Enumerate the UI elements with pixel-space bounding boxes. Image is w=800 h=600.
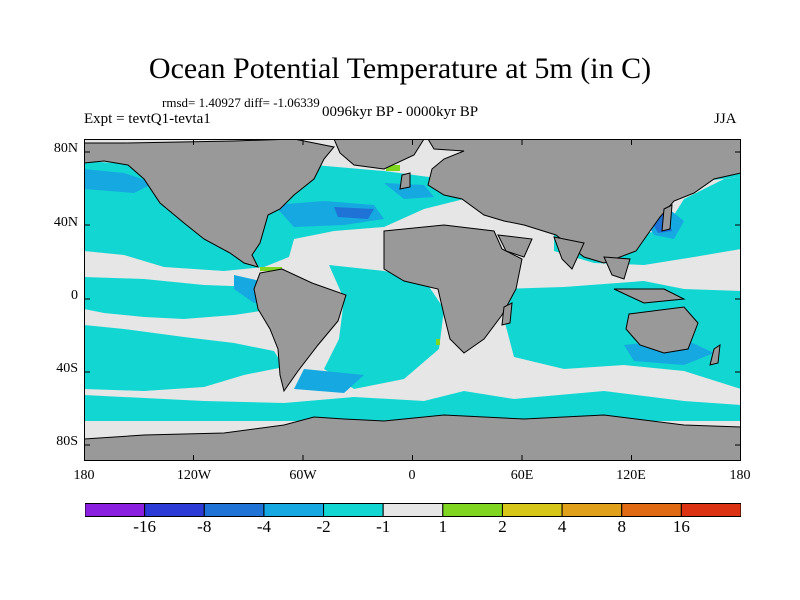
experiment-label: Expt = tevtQ1-tevta1 xyxy=(84,111,211,127)
continents xyxy=(84,139,741,461)
antarctica xyxy=(84,414,741,461)
colorbar-label: 8 xyxy=(617,517,626,536)
season-label: JJA xyxy=(714,111,737,127)
lat-tick-label: 80N xyxy=(53,141,78,156)
africa xyxy=(383,224,523,354)
australia xyxy=(625,306,699,354)
colorbar-swatch xyxy=(203,503,265,517)
lon-tick-label: 0 xyxy=(408,468,416,483)
colorbar-swatch xyxy=(382,503,444,517)
colorbar-label: 1 xyxy=(438,517,448,536)
colorbar-label: -1 xyxy=(376,517,391,536)
lat-tick-label: 80S xyxy=(56,434,78,449)
indonesia xyxy=(613,288,686,304)
lon-tick-label: 180 xyxy=(73,468,95,483)
india xyxy=(553,236,585,270)
colorbar-label: -16 xyxy=(133,517,156,536)
lat-tick-label: 0 xyxy=(71,288,78,303)
colorbar-swatch xyxy=(144,503,205,517)
south-america xyxy=(253,268,347,393)
colorbar-label: 4 xyxy=(557,517,567,536)
madagascar xyxy=(501,302,513,326)
lat-tick-label: 40S xyxy=(56,361,78,376)
greenland xyxy=(333,139,425,170)
north-america xyxy=(84,139,335,268)
colorbar-swatch xyxy=(263,503,325,517)
colorbar-label: -4 xyxy=(256,517,271,536)
stats-text: rmsd= 1.40927 diff= -1.06339 xyxy=(162,95,320,110)
british-isles xyxy=(399,172,411,190)
southeast-asia xyxy=(603,256,631,280)
colorbar-swatch xyxy=(680,503,741,517)
map-title: Ocean Potential Temperature at 5m (in C) xyxy=(148,52,652,85)
colorbar-swatch xyxy=(442,503,503,517)
world-map xyxy=(84,139,741,461)
lon-tick-label: 180 xyxy=(729,468,751,483)
colorbar-label: -8 xyxy=(197,517,212,536)
japan xyxy=(661,204,673,232)
colorbar-label: 16 xyxy=(672,517,690,536)
lon-tick-label: 60W xyxy=(289,468,317,483)
colorbar-swatch xyxy=(323,503,384,517)
colorbar-swatch xyxy=(621,503,682,517)
lon-tick-label: 60E xyxy=(510,468,534,483)
colorbar-swatch xyxy=(561,503,623,517)
colorbar-label: 2 xyxy=(498,517,507,536)
period-label: 0096kyr BP - 0000kyr BP xyxy=(322,104,479,120)
lat-tick-label: 40N xyxy=(53,215,78,230)
longitude-ticks xyxy=(84,139,741,461)
arabia xyxy=(497,234,533,258)
colorbar xyxy=(85,503,741,517)
colorbar-swatch xyxy=(85,503,146,517)
latitude-ticks xyxy=(84,151,741,446)
new-zealand xyxy=(709,343,721,366)
colorbar-swatch xyxy=(501,503,563,517)
eurasia xyxy=(427,139,741,264)
lon-tick-label: 120W xyxy=(176,468,212,483)
colorbar-label: -2 xyxy=(316,517,331,536)
lon-tick-label: 120E xyxy=(616,468,646,483)
